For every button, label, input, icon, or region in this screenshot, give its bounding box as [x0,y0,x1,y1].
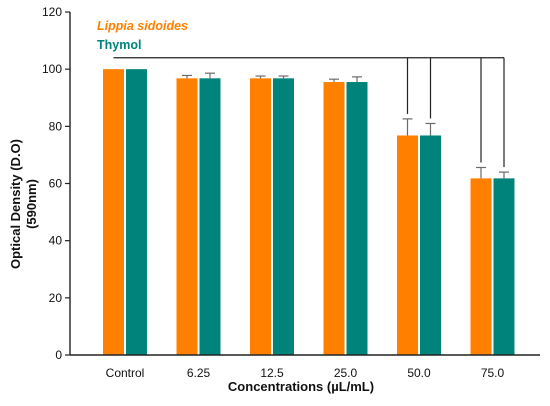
x-tick-label-12-5: 12.5 [260,366,284,380]
error-bar-thymol-12-5 [278,75,289,79]
error-bar-thymol-25-0 [352,76,362,83]
legend-label-thymol: Thymol [97,38,141,52]
y-tick-label-40: 40 [49,234,63,248]
y-axis-title: Optical Density (D.O) (590nm) [8,139,39,269]
bar-lippia-sidoides-control [103,69,124,356]
x-tick-label-6-25: 6.25 [187,366,211,380]
bar-lippia-sidoides-6-25 [176,78,198,356]
y-tick-label-100: 100 [42,62,62,76]
x-tick-label-25-0: 25.0 [334,366,358,380]
error-bar-lippia-sidoides-12-5 [255,75,266,79]
bar-thymol-12-5 [273,78,294,356]
bar-thymol-6-25 [199,78,221,356]
x-tick-label-control: Control [106,366,145,380]
y-tick-label-0: 0 [55,348,62,362]
bar-thymol-75-0 [493,178,515,355]
error-bar-lippia-sidoides-25-0 [329,78,339,83]
x-tick-label-50-0: 50.0 [407,366,431,380]
legend-label-lippia: Lippia sidoides [97,19,188,33]
bar-lippia-sidoides-50-0 [397,135,418,355]
bar-thymol-25-0 [346,82,368,355]
bars-layer [103,69,515,356]
bar-lippia-sidoides-75-0 [470,178,492,355]
error-bar-lippia-sidoides-75-0 [476,166,486,179]
y-tick-label-20: 20 [49,291,63,305]
x-tick-label-75-0: 75.0 [481,366,505,380]
error-bar-lippia-sidoides-6-25 [182,74,192,79]
tick-labels: 0 20 40 60 80 100 120 Control 6.25 12.5 25.0 50.0 75… [42,5,505,380]
bar-thymol-control [126,69,147,356]
y-tick-label-60: 60 [49,177,63,191]
x-axis-title: Concentrations (µL/mL) [228,379,374,394]
significance-bracket [113,57,505,168]
axes [65,11,540,356]
error-bar-thymol-50-0 [425,122,436,136]
y-axis-title-line1: Optical Density (D.O) [8,139,23,269]
y-tick-label-80: 80 [49,119,63,133]
y-tick-label-120: 120 [42,5,62,19]
bar-thymol-50-0 [420,135,441,355]
bar-lippia-sidoides-25-0 [323,82,345,355]
legend: Lippia sidoides Thymol [97,19,188,52]
error-bar-thymol-75-0 [499,171,509,179]
error-bar-lippia-sidoides-50-0 [402,118,413,136]
bar-lippia-sidoides-12-5 [250,78,271,356]
error-bar-thymol-6-25 [205,72,215,79]
y-axis-title-line2: (590nm) [24,179,39,229]
error-bars-layer [182,72,509,179]
